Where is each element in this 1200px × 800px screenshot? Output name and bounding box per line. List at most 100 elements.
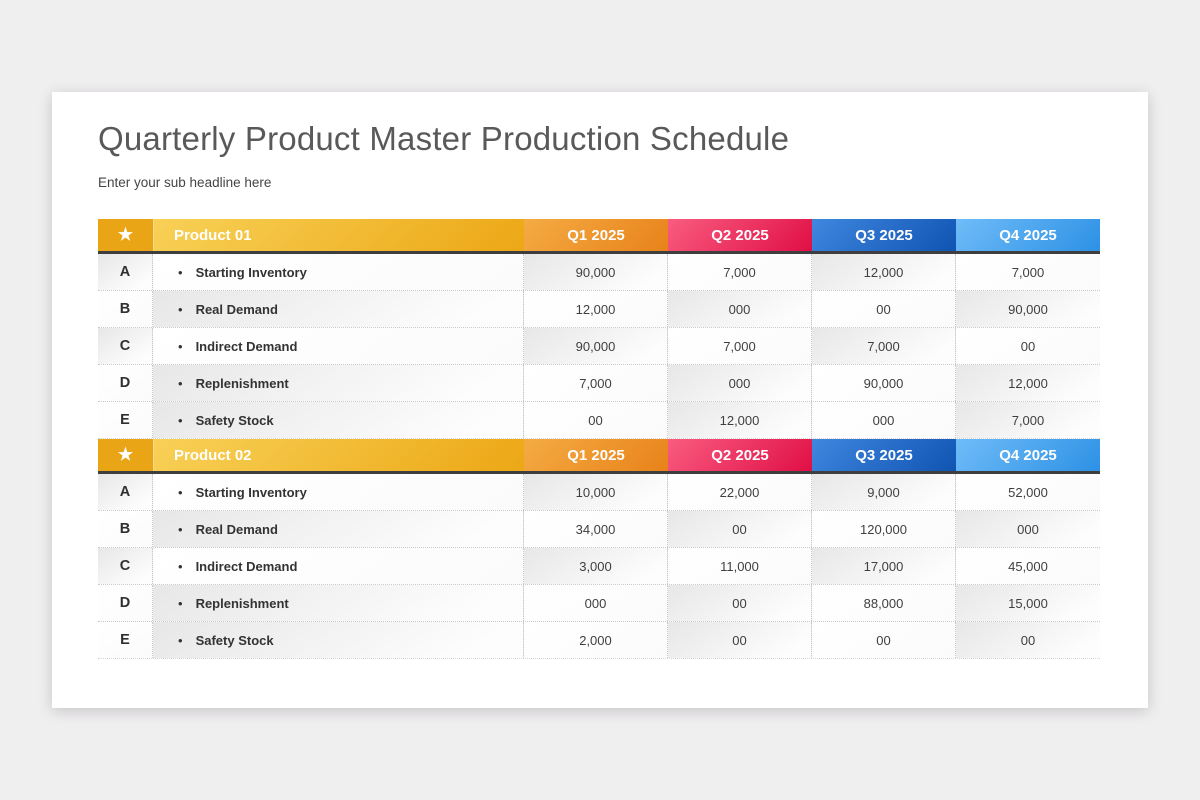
value-cell: 90,000: [812, 365, 956, 401]
value-cell: 00: [668, 511, 812, 547]
quarter-header-4: Q4 2025: [956, 439, 1100, 471]
value-cell: 7,000: [668, 328, 812, 364]
bullet-icon: •: [178, 375, 183, 391]
value-cell: 00: [812, 291, 956, 327]
product-header: ★ Product 02 Q1 2025 Q2 2025 Q3 2025 Q4 2025: [98, 439, 1100, 474]
bullet-icon: •: [178, 301, 183, 317]
row-label: Replenishment: [195, 375, 289, 391]
bullet-icon: •: [178, 595, 183, 611]
row-label-cell: • Safety Stock: [153, 402, 524, 438]
production-table-2: ★ Product 02 Q1 2025 Q2 2025 Q3 2025 Q4 2025 A…: [98, 439, 1100, 659]
slide-card: Quarterly Product Master Production Sche…: [52, 92, 1148, 708]
product-header: ★ Product 01 Q1 2025 Q2 2025 Q3 2025 Q4 2025: [98, 219, 1100, 254]
bullet-icon: •: [178, 338, 183, 354]
row-label-cell: • Starting Inventory: [153, 474, 524, 510]
value-cell: 7,000: [524, 365, 668, 401]
table-row: B • Real Demand 12,000 000 00 90,000: [98, 291, 1100, 328]
row-letter: E: [98, 622, 153, 658]
value-cell: 00: [956, 328, 1100, 364]
quarter-header-1: Q1 2025: [524, 219, 668, 251]
row-label: Starting Inventory: [195, 264, 307, 280]
value-cell: 000: [812, 402, 956, 438]
value-cell: 3,000: [524, 548, 668, 584]
value-cell: 00: [956, 622, 1100, 658]
table-row: A • Starting Inventory 10,000 22,000 9,000 52,…: [98, 474, 1100, 511]
row-label-cell: • Starting Inventory: [153, 254, 524, 290]
row-letter: D: [98, 365, 153, 401]
star-icon: ★: [117, 444, 134, 464]
row-letter: B: [98, 291, 153, 327]
product-name: Product 01: [153, 219, 524, 251]
value-cell: 12,000: [956, 365, 1100, 401]
value-cell: 00: [812, 622, 956, 658]
value-cell: 10,000: [524, 474, 668, 510]
page-title: Quarterly Product Master Production Sche…: [98, 120, 790, 157]
value-cell: 2,000: [524, 622, 668, 658]
value-cell: 17,000: [812, 548, 956, 584]
value-cell: 7,000: [812, 328, 956, 364]
quarter-header-3: Q3 2025: [812, 219, 956, 251]
value-cell: 000: [668, 365, 812, 401]
table-row: B • Real Demand 34,000 00 120,000 000: [98, 511, 1100, 548]
table-row: C • Indirect Demand 3,000 11,000 17,000 45,000: [98, 548, 1100, 585]
production-table-1: ★ Product 01 Q1 2025 Q2 2025 Q3 2025 Q4 2025 A…: [98, 219, 1100, 439]
star-icon: ★: [117, 224, 134, 244]
star-cell: ★: [98, 219, 153, 251]
quarter-header-2: Q2 2025: [668, 219, 812, 251]
quarter-header-4: Q4 2025: [956, 219, 1100, 251]
value-cell: 90,000: [524, 254, 668, 290]
value-cell: 45,000: [956, 548, 1100, 584]
value-cell: 12,000: [668, 402, 812, 438]
value-cell: 00: [668, 585, 812, 621]
page-subtitle: Enter your sub headline here: [98, 175, 272, 190]
table-row: D • Replenishment 000 00 88,000 15,000: [98, 585, 1100, 622]
value-cell: 22,000: [668, 474, 812, 510]
row-label: Indirect Demand: [195, 338, 298, 354]
row-letter: D: [98, 585, 153, 621]
value-cell: 000: [956, 511, 1100, 547]
value-cell: 9,000: [812, 474, 956, 510]
value-cell: 52,000: [956, 474, 1100, 510]
row-label-cell: • Replenishment: [153, 365, 524, 401]
table-row: A • Starting Inventory 90,000 7,000 12,000 7,0…: [98, 254, 1100, 291]
row-letter: E: [98, 402, 153, 438]
row-letter: C: [98, 328, 153, 364]
bullet-icon: •: [178, 412, 183, 428]
row-label-cell: • Safety Stock: [153, 622, 524, 658]
table-row: D • Replenishment 7,000 000 90,000 12,000: [98, 365, 1100, 402]
star-cell: ★: [98, 439, 153, 471]
row-label-cell: • Replenishment: [153, 585, 524, 621]
row-letter: A: [98, 254, 153, 290]
value-cell: 88,000: [812, 585, 956, 621]
value-cell: 11,000: [668, 548, 812, 584]
quarter-header-3: Q3 2025: [812, 439, 956, 471]
value-cell: 00: [668, 622, 812, 658]
row-letter: B: [98, 511, 153, 547]
value-cell: 12,000: [524, 291, 668, 327]
bullet-icon: •: [178, 521, 183, 537]
bullet-icon: •: [178, 484, 183, 500]
table-row: E • Safety Stock 2,000 00 00 00: [98, 622, 1100, 659]
row-label: Safety Stock: [195, 412, 274, 428]
value-cell: 15,000: [956, 585, 1100, 621]
value-cell: 000: [668, 291, 812, 327]
table-row: E • Safety Stock 00 12,000 000 7,000: [98, 402, 1100, 439]
row-label: Indirect Demand: [195, 558, 298, 574]
value-cell: 7,000: [668, 254, 812, 290]
value-cell: 12,000: [812, 254, 956, 290]
value-cell: 90,000: [956, 291, 1100, 327]
value-cell: 00: [524, 402, 668, 438]
row-label-cell: • Real Demand: [153, 291, 524, 327]
value-cell: 7,000: [956, 402, 1100, 438]
row-label-cell: • Real Demand: [153, 511, 524, 547]
row-label: Real Demand: [195, 521, 278, 537]
value-cell: 7,000: [956, 254, 1100, 290]
value-cell: 000: [524, 585, 668, 621]
row-label-cell: • Indirect Demand: [153, 328, 524, 364]
row-label: Starting Inventory: [195, 484, 307, 500]
row-label-cell: • Indirect Demand: [153, 548, 524, 584]
bullet-icon: •: [178, 632, 183, 648]
row-letter: C: [98, 548, 153, 584]
bullet-icon: •: [178, 558, 183, 574]
